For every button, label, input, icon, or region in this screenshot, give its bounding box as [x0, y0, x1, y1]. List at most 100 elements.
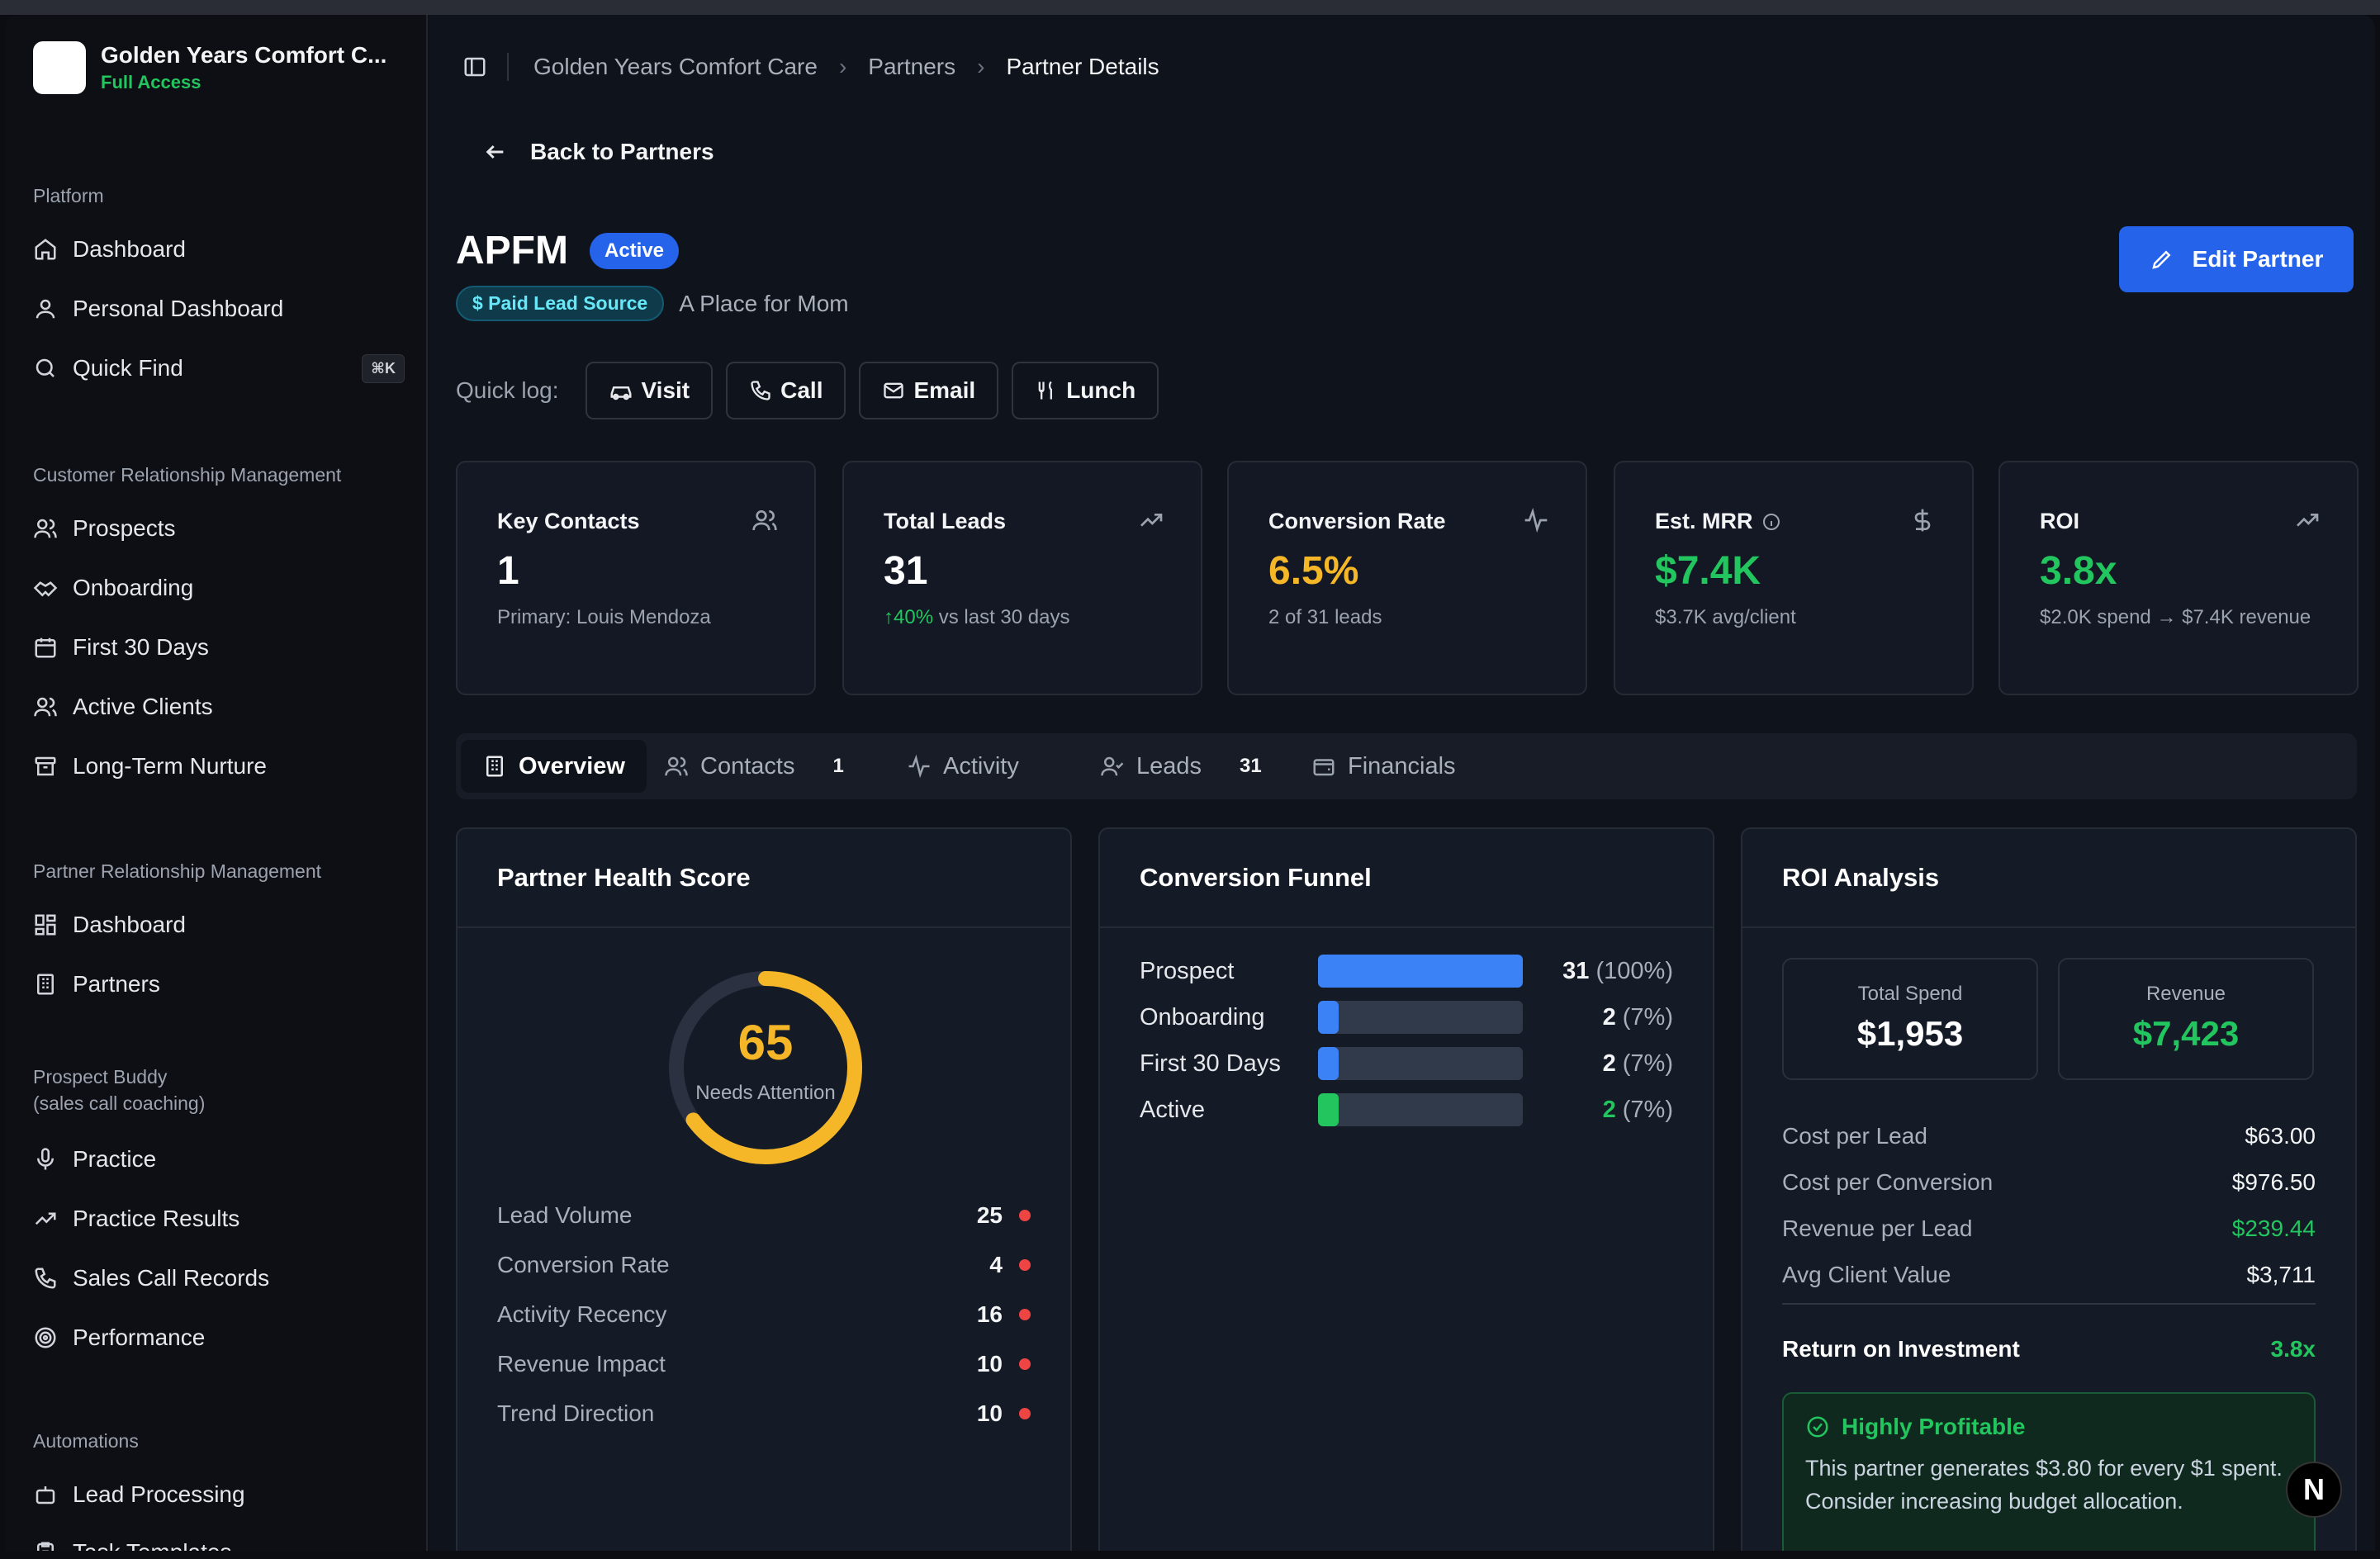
tab-label: Financials — [1348, 752, 1456, 780]
sidebar-item-prospects[interactable]: Prospects — [33, 505, 405, 552]
revenue-label: Revenue — [2145, 983, 2226, 1005]
org-name: Golden Years Comfort C... — [101, 42, 387, 68]
sidebar-item-first-30-days[interactable]: First 30 Days — [33, 624, 405, 671]
tab-financials[interactable]: Financials — [1311, 740, 1456, 793]
roi-row-value: $63.00 — [2245, 1123, 2316, 1149]
tab-leads[interactable]: Leads 31 — [1100, 740, 1262, 793]
pencil-icon — [2151, 250, 2171, 269]
quick-log-lunch-button[interactable]: Lunch — [1012, 362, 1159, 419]
quick-log-call-button[interactable]: Call — [726, 362, 846, 419]
roi-row-value: $3,711 — [2246, 1262, 2316, 1287]
roi-return-value: 3.8x — [2270, 1336, 2316, 1362]
funnel-stage-label: Onboarding — [1140, 1003, 1265, 1031]
health-row-label: Conversion Rate — [497, 1252, 670, 1277]
trend-icon — [35, 1212, 56, 1225]
edit-partner-label: Edit Partner — [2192, 246, 2324, 272]
tab-count: 31 — [1240, 755, 1262, 777]
building-icon — [37, 974, 54, 995]
archive-icon — [35, 756, 56, 776]
tab-label: Activity — [943, 752, 1019, 780]
funnel-stage-label: First 30 Days — [1140, 1050, 1281, 1077]
sidebar-item-dashboard[interactable]: Dashboard — [33, 226, 405, 272]
user-check-icon — [1101, 756, 1124, 776]
sidebar-item-practice-results[interactable]: Practice Results — [33, 1196, 405, 1242]
breadcrumb-partners[interactable]: Partners — [868, 54, 956, 79]
funnel-bar-track — [1318, 955, 1523, 988]
status-dot — [1019, 1309, 1031, 1320]
sidebar-item-practice[interactable]: Practice — [33, 1136, 405, 1182]
back-to-partners-link[interactable]: Back to Partners — [484, 139, 714, 165]
sidebar-toggle-icon[interactable] — [462, 54, 487, 79]
sidebar-item-active-clients[interactable]: Active Clients — [33, 684, 405, 730]
health-row: Lead Volume 25 — [497, 1199, 1031, 1232]
stat-subtext: $2.0K spend → $7.4K revenue — [2040, 606, 2311, 628]
sidebar-item-sales-call-records[interactable]: Sales Call Records — [33, 1255, 405, 1301]
sidebar-item-label: Lead Processing — [73, 1481, 245, 1507]
sidebar-item-onboarding[interactable]: Onboarding — [33, 565, 405, 611]
phone-icon — [35, 1268, 56, 1289]
quick-log-email-label: Email — [913, 377, 976, 403]
health-row-value: 4 — [989, 1252, 1003, 1277]
sidebar-item-quick-find[interactable]: Quick Find ⌘K — [33, 345, 405, 391]
panel-title: Partner Health Score — [458, 829, 1070, 928]
sidebar-item-label: Sales Call Records — [73, 1265, 270, 1291]
stat-title: Total Leads — [884, 509, 1007, 533]
tab-activity[interactable]: Activity — [907, 740, 1019, 793]
stat-card-conversion-rate: Conversion Rate 6.5% 2 of 31 leads — [1227, 461, 1587, 695]
quick-log-email-button[interactable]: Email — [859, 362, 999, 419]
stat-value: 6.5% — [1268, 549, 1359, 593]
sidebar-item-label: Quick Find — [73, 355, 183, 381]
roi-row: Cost per Conversion $976.50 — [1782, 1166, 2316, 1199]
status-dot — [1019, 1210, 1031, 1221]
roi-return-label: Return on Investment — [1782, 1336, 2020, 1362]
tab-label: Contacts — [700, 752, 795, 780]
quick-log-visit-button[interactable]: Visit — [585, 362, 714, 419]
status-dot — [1019, 1408, 1031, 1419]
funnel-bar-fill — [1318, 1093, 1339, 1126]
sidebar-item-label: Long-Term Nurture — [73, 753, 267, 779]
roi-analysis-panel: ROI Analysis Total Spend $1,953 Revenue … — [1741, 827, 2357, 1551]
search-icon — [36, 358, 55, 377]
funnel-percent: (100%) — [1595, 957, 1674, 984]
sidebar-item-performance[interactable]: Performance — [33, 1315, 405, 1361]
sidebar-item-task-templates[interactable]: Task Templates — [33, 1529, 405, 1551]
conversion-funnel-panel: Conversion Funnel Prospect 31 (100%) Onb… — [1098, 827, 1714, 1551]
nav-section-automations: Automations — [33, 1430, 139, 1452]
funnel-count: 2 — [1602, 1003, 1616, 1031]
sidebar-item-label: Dashboard — [73, 912, 186, 937]
partner-full-name: A Place for Mom — [679, 290, 849, 316]
assistant-fab-button[interactable]: N — [2286, 1462, 2342, 1518]
funnel-stage-value: 2 (7%) — [1603, 1050, 1673, 1078]
sidebar-item-partners[interactable]: Partners — [33, 961, 405, 1007]
partner-subtitle-row: $ Paid Lead Source A Place for Mom — [456, 286, 849, 321]
trending-up-icon — [1140, 514, 1163, 527]
stat-title-text: Est. MRR — [1655, 509, 1753, 533]
org-switcher[interactable]: Golden Years Comfort C... Full Access — [33, 41, 386, 94]
sidebar-item-prm-dashboard[interactable]: Dashboard — [33, 902, 405, 948]
trend-period: vs last 30 days — [933, 606, 1070, 628]
users-icon — [752, 510, 777, 531]
funnel-stage-value: 31 (100%) — [1562, 958, 1673, 985]
stat-subtext: 2 of 31 leads — [1268, 606, 1382, 628]
tab-contacts[interactable]: Contacts 1 — [664, 740, 844, 793]
breadcrumb-org[interactable]: Golden Years Comfort Care — [533, 54, 818, 79]
sidebar-item-label: Performance — [73, 1324, 206, 1350]
status-dot — [1019, 1259, 1031, 1271]
stat-card-est-mrr: Est. MRR $7.4K $3.7K avg/client — [1614, 461, 1974, 695]
sidebar-item-personal-dashboard[interactable]: Personal Dashboard — [33, 286, 405, 332]
profitability-title-row: Highly Profitable — [1805, 1414, 2292, 1440]
revenue-box: Revenue $7,423 — [2058, 958, 2314, 1080]
window-top-strip — [0, 0, 2380, 15]
health-row-value: 16 — [976, 1301, 1003, 1327]
sidebar-item-long-term-nurture[interactable]: Long-Term Nurture — [33, 743, 405, 789]
mail-icon — [884, 382, 904, 399]
sidebar-item-lead-processing[interactable]: Lead Processing — [33, 1471, 405, 1518]
edit-partner-button[interactable]: Edit Partner — [2119, 226, 2354, 292]
roi-row: Cost per Lead $63.00 — [1782, 1120, 2316, 1153]
funnel-row: Prospect 31 (100%) — [1140, 953, 1673, 989]
health-row: Revenue Impact 10 — [497, 1348, 1031, 1381]
funnel-stage-label: Active — [1140, 1096, 1205, 1123]
total-spend-label: Total Spend — [1857, 983, 1963, 1005]
tab-overview[interactable]: Overview — [461, 740, 647, 793]
info-icon[interactable] — [1761, 512, 1781, 532]
